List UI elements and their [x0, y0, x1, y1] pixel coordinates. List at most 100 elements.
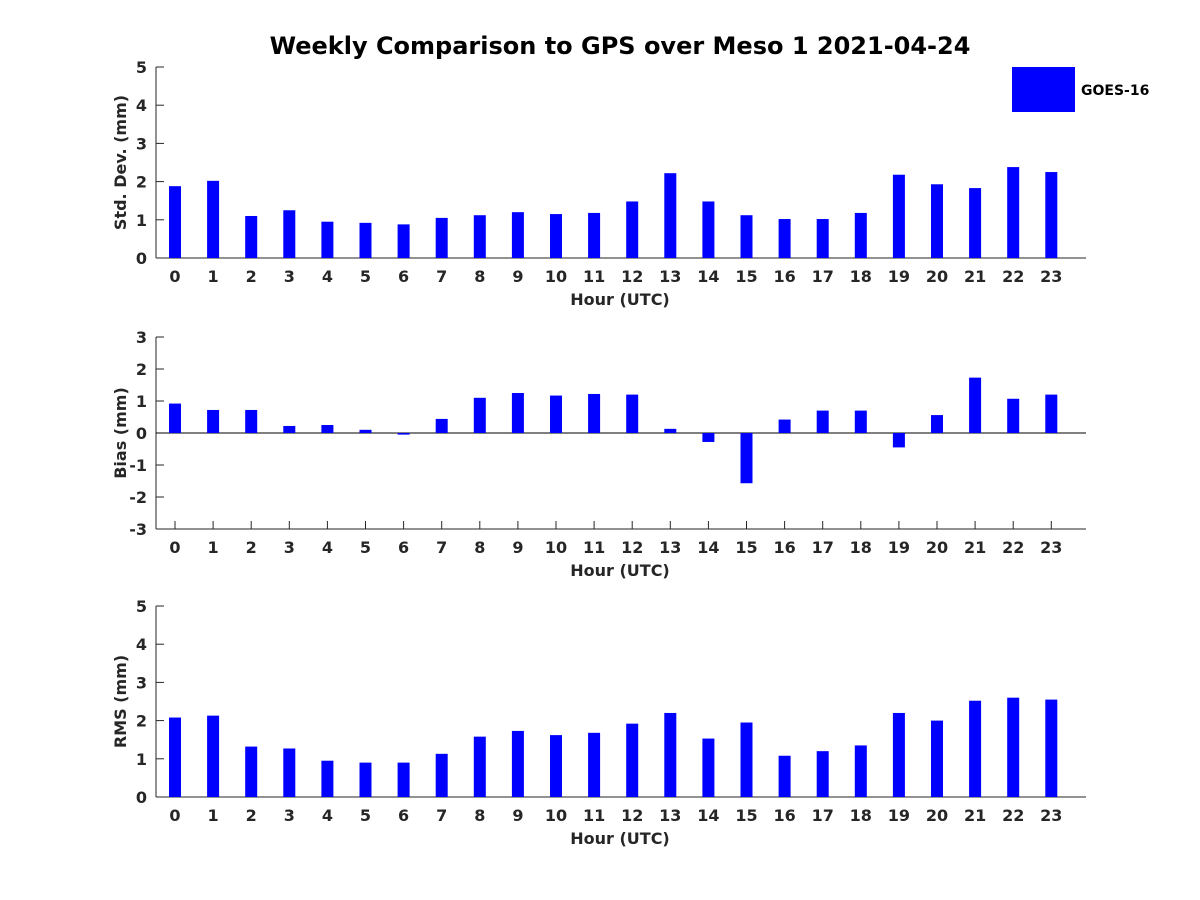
std-dev-x-tick-label: 3	[284, 267, 295, 286]
rms-x-tick-label: 5	[360, 806, 371, 825]
rms-x-tick-label: 22	[1002, 806, 1024, 825]
rms-bar-hour-23	[1045, 699, 1058, 797]
rms-x-tick-label: 18	[850, 806, 872, 825]
rms-y-tick-label: 2	[136, 712, 147, 731]
std-dev-x-tick-label: 13	[659, 267, 681, 286]
std-dev-x-tick-label: 8	[474, 267, 485, 286]
std-dev-bar-hour-9	[511, 212, 524, 258]
rms-bar-hour-10	[550, 735, 562, 797]
chart-title: Weekly Comparison to GPS over Meso 1 202…	[270, 32, 971, 60]
std-dev-bar-hour-17	[816, 219, 829, 258]
rms-bar-hour-2	[245, 746, 258, 797]
std-dev-x-tick-label: 22	[1002, 267, 1024, 286]
std-dev-bar-hour-16	[778, 219, 791, 258]
bias-bar-hour-13	[664, 428, 677, 433]
std-dev-x-tick-label: 19	[888, 267, 910, 286]
bias-x-tick-label: 15	[735, 538, 757, 557]
std-dev-x-tick-label: 10	[545, 267, 567, 286]
rms-bar-hour-4	[321, 760, 334, 797]
bias-bar-hour-16	[778, 419, 791, 433]
std-dev-bar-hour-13	[664, 173, 677, 258]
bias-x-tick-label: 2	[246, 538, 257, 557]
bias-bar-hour-6	[397, 433, 410, 435]
bias-bar-hour-3	[283, 425, 296, 433]
rms-bar-hour-15	[740, 722, 753, 797]
bias-x-tick-label: 18	[850, 538, 872, 557]
legend: GOES-16	[1012, 67, 1149, 112]
bias-y-tick-label: 3	[136, 328, 147, 347]
std-dev-x-tick-label: 21	[964, 267, 986, 286]
rms-y-label: RMS (mm)	[111, 655, 130, 748]
rms-y-tick-label: 0	[136, 788, 147, 807]
std-dev-bar-hour-19	[892, 174, 905, 258]
rms-y-tick-label: 5	[136, 597, 147, 616]
std-dev-bar-hour-15	[740, 215, 753, 258]
std-dev-x-tick-label: 16	[773, 267, 795, 286]
std-dev-x-tick-label: 15	[735, 267, 757, 286]
bias-y-label: Bias (mm)	[111, 387, 130, 479]
bias-bar-hour-10	[550, 395, 562, 433]
bias-x-tick-label: 6	[398, 538, 409, 557]
rms-x-tick-label: 16	[773, 806, 795, 825]
rms-bar-hour-20	[931, 720, 943, 797]
std-dev-x-tick-label: 20	[926, 267, 948, 286]
std-dev-bar-hour-0	[169, 186, 181, 258]
bias-bar-hour-23	[1045, 394, 1058, 433]
bias-x-tick-label: 12	[621, 538, 643, 557]
bias-bar-hour-20	[931, 415, 943, 433]
bias-x-tick-label: 21	[964, 538, 986, 557]
rms-x-tick-label: 9	[512, 806, 523, 825]
bias-x-tick-label: 8	[474, 538, 485, 557]
bias-y-tick-label: -1	[129, 456, 147, 475]
rms-bar-hour-1	[207, 715, 220, 797]
rms-bar-hour-17	[816, 751, 829, 797]
bias-x-tick-label: 7	[436, 538, 447, 557]
std-dev-x-tick-label: 4	[322, 267, 333, 286]
std-dev-y-tick-label: 0	[136, 249, 147, 268]
bias-bar-hour-21	[969, 377, 982, 433]
rms-bar-hour-11	[588, 732, 601, 797]
std-dev-y-tick-label: 2	[136, 173, 147, 192]
rms-x-tick-label: 1	[208, 806, 219, 825]
bias-x-tick-label: 10	[545, 538, 567, 557]
bias-bar-hour-12	[626, 394, 639, 433]
rms-bar-hour-16	[778, 755, 791, 797]
bias-bar-hour-11	[588, 393, 601, 433]
std-dev-x-tick-label: 9	[512, 267, 523, 286]
rms-x-tick-label: 8	[474, 806, 485, 825]
rms-x-tick-label: 15	[735, 806, 757, 825]
bias-y-tick-label: 0	[136, 424, 147, 443]
bias-x-tick-label: 23	[1040, 538, 1062, 557]
rms-x-tick-label: 0	[169, 806, 180, 825]
std-dev-x-tick-label: 5	[360, 267, 371, 286]
std-dev-y-tick-label: 4	[136, 96, 147, 115]
bias-x-label: Hour (UTC)	[570, 561, 670, 580]
rms-x-tick-label: 10	[545, 806, 567, 825]
bias-bar-hour-22	[1007, 398, 1020, 433]
bias-x-tick-label: 11	[583, 538, 605, 557]
bias-y-tick-label: -3	[129, 520, 147, 539]
legend-label: GOES-16	[1081, 83, 1149, 99]
bias-bar-hour-5	[359, 429, 372, 433]
rms-x-tick-label: 11	[583, 806, 605, 825]
rms-x-label: Hour (UTC)	[570, 829, 670, 848]
std-dev-bar-hour-22	[1007, 167, 1020, 258]
std-dev-x-tick-label: 0	[169, 267, 180, 286]
bias-x-tick-label: 9	[512, 538, 523, 557]
bias-bar-hour-17	[816, 410, 829, 433]
std-dev-bar-hour-1	[207, 180, 220, 258]
rms-bar-hour-18	[854, 745, 867, 797]
bias-x-tick-label: 19	[888, 538, 910, 557]
rms-x-tick-label: 23	[1040, 806, 1062, 825]
bias-bar-hour-15	[740, 433, 753, 484]
std-dev-bar-hour-2	[245, 215, 258, 258]
std-dev-bar-hour-20	[931, 184, 943, 258]
rms-x-tick-label: 21	[964, 806, 986, 825]
bias-x-tick-label: 3	[284, 538, 295, 557]
std-dev-bar-hour-8	[473, 215, 486, 258]
std-dev-x-tick-label: 6	[398, 267, 409, 286]
rms-x-tick-label: 19	[888, 806, 910, 825]
rms-y-tick-label: 3	[136, 673, 147, 692]
